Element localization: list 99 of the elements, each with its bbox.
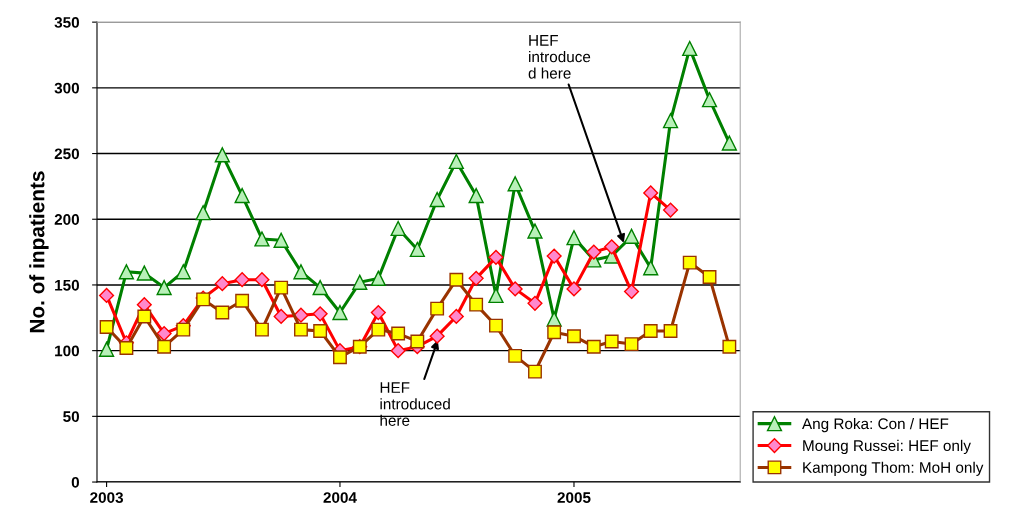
legend-label: Moung Russei: HEF only	[803, 439, 971, 455]
point	[449, 272, 464, 287]
point	[547, 325, 562, 340]
point	[722, 339, 737, 354]
legend-label: Ang Roka: Con / HEF	[802, 417, 949, 433]
x-tick-label: 2004	[323, 492, 357, 503]
point	[721, 135, 737, 151]
point	[546, 248, 562, 264]
point	[312, 306, 328, 322]
point	[332, 304, 348, 321]
y-tick-label: 0	[71, 476, 80, 488]
point	[662, 202, 679, 218]
point	[293, 264, 309, 280]
point	[448, 308, 464, 325]
point	[390, 343, 406, 359]
point	[313, 323, 328, 338]
point	[623, 283, 640, 300]
point	[586, 339, 601, 354]
y-tick-label: 200	[54, 214, 80, 225]
point	[682, 40, 698, 57]
point	[643, 185, 659, 201]
point	[371, 322, 386, 337]
point	[214, 147, 230, 163]
point	[507, 281, 523, 297]
point	[448, 153, 464, 170]
point	[623, 228, 640, 244]
point	[429, 328, 445, 344]
point	[352, 274, 368, 290]
point	[430, 301, 445, 316]
point	[157, 339, 172, 354]
point	[234, 272, 250, 288]
point	[370, 270, 386, 287]
point	[468, 187, 484, 204]
point	[119, 341, 134, 355]
point	[604, 239, 620, 255]
point	[254, 231, 270, 247]
point	[409, 241, 425, 258]
point	[312, 279, 328, 296]
point	[528, 364, 542, 379]
point	[255, 322, 269, 337]
y-tick-label: 300	[54, 82, 80, 94]
point	[390, 220, 406, 237]
legend-label: Kampong Thom: MoH only	[803, 461, 984, 476]
point	[507, 176, 523, 192]
point	[234, 187, 250, 204]
point	[624, 337, 639, 352]
point	[586, 244, 602, 260]
y-tick-label: 350	[54, 17, 80, 28]
point	[273, 232, 289, 248]
annotation: HEF introduce d here	[528, 35, 591, 79]
point	[469, 297, 484, 312]
point	[429, 191, 445, 208]
point	[468, 270, 484, 286]
y-tick-label: 50	[63, 411, 80, 423]
y-axis-title: No. of inpatients	[29, 171, 49, 333]
point	[99, 320, 114, 334]
point	[273, 308, 289, 325]
annotation: HEF introduced here	[380, 382, 450, 426]
x-tick-label: 2005	[557, 492, 591, 503]
point	[235, 293, 250, 308]
point	[156, 325, 172, 342]
y-tick-label: 250	[54, 148, 80, 160]
point	[701, 92, 718, 108]
point	[391, 326, 406, 341]
point	[527, 223, 543, 239]
point	[136, 265, 152, 281]
point	[567, 329, 581, 344]
point	[274, 280, 289, 295]
point	[527, 295, 543, 311]
point	[663, 323, 678, 338]
point	[643, 260, 659, 276]
point	[99, 287, 115, 304]
point	[294, 322, 308, 337]
point	[410, 334, 425, 349]
y-tick-label: 150	[55, 279, 80, 291]
point	[489, 318, 503, 333]
point	[137, 309, 152, 324]
point	[175, 264, 191, 280]
point	[662, 113, 679, 129]
point	[215, 305, 230, 320]
point	[702, 270, 717, 285]
point	[508, 348, 523, 363]
point	[370, 304, 386, 321]
point	[333, 350, 347, 365]
x-tick-label: 2003	[90, 492, 124, 504]
point	[566, 281, 582, 297]
y-tick-label: 100	[55, 345, 80, 357]
point	[643, 323, 658, 338]
point	[254, 272, 270, 288]
point	[214, 276, 230, 292]
point	[566, 229, 582, 246]
point	[604, 334, 619, 349]
point	[488, 249, 504, 265]
point	[98, 341, 115, 357]
point	[176, 322, 191, 337]
point	[156, 279, 172, 296]
point	[118, 264, 135, 280]
point	[682, 255, 697, 270]
point	[195, 205, 211, 221]
